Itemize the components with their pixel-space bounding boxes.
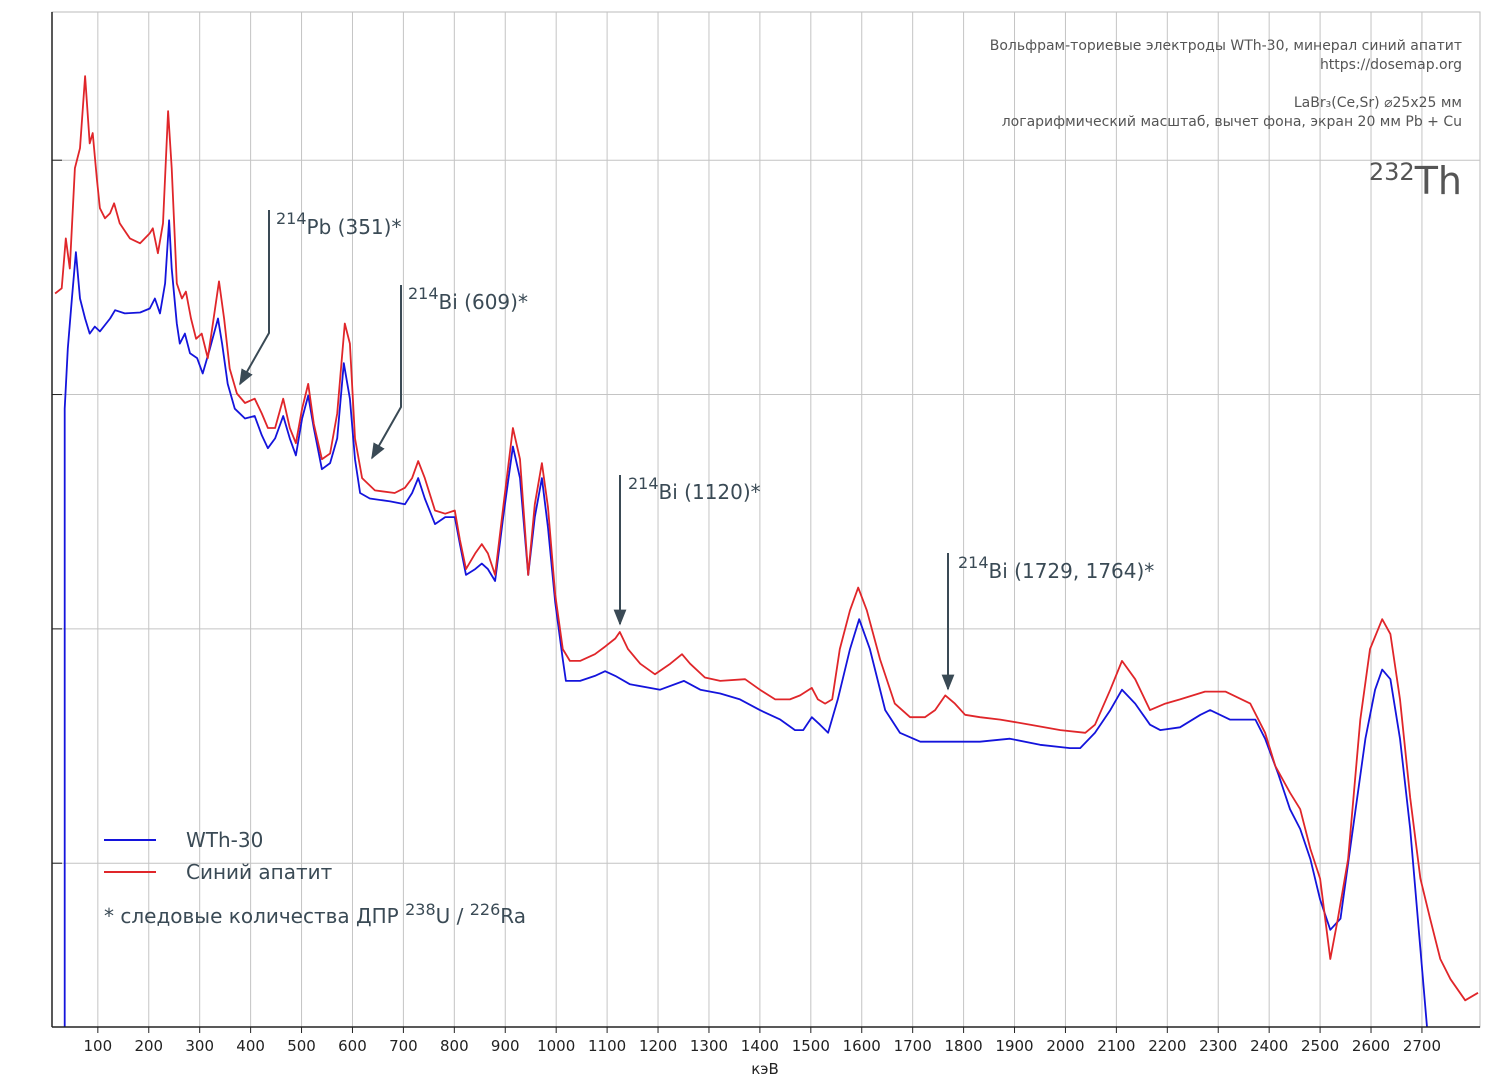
footnote: * следовые количества ДПР 238U / 226Ra bbox=[104, 900, 526, 928]
x-tick-label: 500 bbox=[287, 1037, 316, 1055]
x-tick-label: 2300 bbox=[1199, 1037, 1237, 1055]
annotation-label: Pb (351)* bbox=[307, 215, 402, 239]
annotation-arrow bbox=[371, 285, 402, 460]
annotation: 214Bi (1729, 1764)* bbox=[941, 553, 1154, 691]
x-tick-label: 700 bbox=[389, 1037, 418, 1055]
series-lines bbox=[54, 75, 1479, 1027]
x-tick-label: 100 bbox=[84, 1037, 113, 1055]
footnote-text: * следовые количества ДПР bbox=[104, 904, 405, 928]
annotation-mass: 214 bbox=[276, 209, 307, 228]
x-tick-label: 900 bbox=[491, 1037, 520, 1055]
x-tick-label: 600 bbox=[338, 1037, 367, 1055]
x-tick-label: 1700 bbox=[894, 1037, 932, 1055]
x-tick-label: 2200 bbox=[1148, 1037, 1186, 1055]
annotation-arrow bbox=[239, 210, 270, 386]
x-tick-label: 2000 bbox=[1046, 1037, 1084, 1055]
annotation-label: Bi (1120)* bbox=[659, 480, 761, 504]
info-line: https://dosemap.org bbox=[1320, 57, 1462, 73]
annotation-mass: 214 bbox=[958, 553, 989, 572]
series-line bbox=[54, 75, 1479, 1002]
x-tick-label: 2600 bbox=[1352, 1037, 1390, 1055]
x-tick-label: 1600 bbox=[843, 1037, 881, 1055]
legend: WTh-30 Синий апатит bbox=[104, 828, 333, 884]
x-tick-label: 1400 bbox=[741, 1037, 779, 1055]
annotation-label: Bi (609)* bbox=[439, 290, 528, 314]
info-line: LaBr₃(Ce,Sr) ⌀25x25 мм bbox=[1294, 95, 1462, 111]
series-line bbox=[63, 219, 1428, 1027]
plot-area bbox=[51, 11, 1481, 1028]
x-tick-label: 1500 bbox=[792, 1037, 830, 1055]
x-tick-label: 800 bbox=[440, 1037, 469, 1055]
x-ticks: 100 200 300 400 500 600 700 800 900 1000 1100 1200 1… bbox=[52, 159, 1441, 1055]
annotation-label: Bi (1729, 1764)* bbox=[989, 559, 1155, 583]
x-tick-label: 1100 bbox=[588, 1037, 626, 1055]
footnote-text: Ra bbox=[500, 904, 526, 928]
annotation: 214Bi (1120)* bbox=[613, 474, 761, 626]
nuclide-mass: 232 bbox=[1369, 158, 1415, 186]
x-tick-label: 1300 bbox=[690, 1037, 728, 1055]
nuclide-symbol: Th bbox=[1414, 159, 1462, 203]
x-tick-label: 2700 bbox=[1403, 1037, 1441, 1055]
annotation: 214Bi (609)* bbox=[371, 284, 528, 460]
x-tick-label: 1900 bbox=[995, 1037, 1033, 1055]
x-tick-label: 2400 bbox=[1250, 1037, 1288, 1055]
info-line: логарифмический масштаб, вычет фона, экр… bbox=[1002, 114, 1462, 130]
nuclide-label: 232Th bbox=[1369, 158, 1462, 203]
annotation-mass: 214 bbox=[408, 284, 439, 303]
x-tick-label: 2100 bbox=[1097, 1037, 1135, 1055]
x-tick-label: 200 bbox=[134, 1037, 163, 1055]
footnote-text: U / bbox=[436, 904, 470, 928]
footnote-mass: 238 bbox=[405, 900, 436, 919]
x-axis-label: кэВ bbox=[751, 1060, 779, 1078]
grid bbox=[52, 12, 1480, 1027]
annotation-text: 214Bi (609)* bbox=[408, 284, 528, 314]
x-tick-label: 1800 bbox=[945, 1037, 983, 1055]
x-tick-label: 400 bbox=[236, 1037, 265, 1055]
annotation-mass: 214 bbox=[628, 474, 659, 493]
x-tick-label: 2500 bbox=[1301, 1037, 1339, 1055]
annotation-text: 214Bi (1120)* bbox=[628, 474, 761, 504]
x-tick-label: 1000 bbox=[537, 1037, 575, 1055]
x-tick-label: 300 bbox=[185, 1037, 214, 1055]
annotation: 214Pb (351)* bbox=[239, 209, 401, 386]
legend-label: WTh-30 bbox=[186, 828, 263, 852]
annotation-text: 214Pb (351)* bbox=[276, 209, 401, 239]
x-tick-label: 1200 bbox=[639, 1037, 677, 1055]
annotation-text: 214Bi (1729, 1764)* bbox=[958, 553, 1154, 583]
legend-label: Синий апатит bbox=[186, 860, 333, 884]
info-line: Вольфрам-ториевые электроды WTh-30, мине… bbox=[990, 38, 1462, 54]
footnote-mass: 226 bbox=[470, 900, 501, 919]
